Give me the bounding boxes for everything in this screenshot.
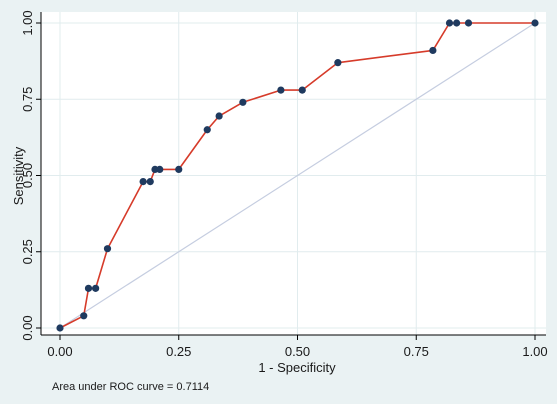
reference-diagonal [59,22,536,329]
reference-line [59,22,536,329]
roc-point-20 [531,19,539,27]
roc-point-5 [139,178,147,186]
roc-point-10 [203,126,211,134]
roc-point-15 [334,59,342,67]
x-tick-label-1: 0.25 [166,344,191,359]
x-tick-label-0: 0.00 [47,344,72,359]
x-tick-label-4: 1.00 [522,344,547,359]
y-tick-label-4: 1.00 [20,10,35,35]
y-tick-label-3: 0.75 [20,87,35,112]
y-tick-label-1: 0.25 [20,239,35,264]
roc-point-13 [277,86,285,94]
x-tick-label-2: 0.50 [285,344,310,359]
roc-point-1 [80,312,88,320]
x-axis-title: 1 - Specificity [258,360,336,375]
roc-point-4 [103,245,112,253]
y-tick-label-0: 0.00 [20,315,35,340]
roc-point-14 [298,86,306,94]
roc-point-12 [239,98,247,106]
roc-point-17 [445,19,454,27]
roc-point-16 [429,46,437,55]
axes [36,12,546,340]
roc-point-18 [453,19,461,27]
roc-point-3 [92,284,100,292]
auc-annotation: Area under ROC curve = 0.7114 [52,381,209,393]
y-tick-label-2: 0.50 [20,163,35,188]
roc-point-19 [464,19,473,27]
x-tick-labels: 0.00 0.25 0.50 0.75 1.00 [47,344,547,359]
roc-point-0 [56,324,64,332]
x-tick-label-3: 0.75 [404,344,429,359]
plot-area [41,12,546,335]
y-axis-title: Sensitivity [11,146,26,205]
roc-markers [56,19,539,332]
roc-point-11 [215,112,223,120]
roc-point-2 [84,284,93,292]
roc-point-6 [146,178,154,186]
roc-point-9 [175,165,183,173]
roc-point-8 [156,165,164,173]
y-tick-labels: 0.00 0.25 0.50 0.75 1.00 [20,10,35,340]
